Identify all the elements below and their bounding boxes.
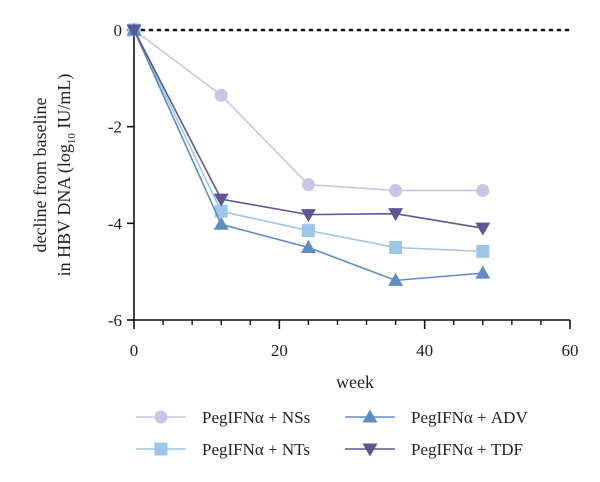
axes: 0 -2 -4 -6 0 20 40 60 (108, 21, 579, 360)
data-point (476, 244, 490, 258)
data-point (475, 222, 491, 236)
y-axis-title-subscript: 10 (66, 133, 78, 145)
data-point (388, 272, 404, 286)
data-point (300, 209, 316, 223)
data-point (389, 183, 403, 197)
data-point (475, 265, 491, 279)
legend-label: PegIFNα + NSs (202, 408, 310, 427)
y-tick-label: -2 (108, 118, 122, 137)
series-3 (126, 24, 491, 236)
x-tick-label: 0 (130, 341, 139, 360)
series-2 (126, 22, 491, 286)
legend-label: PegIFNα + TDF (411, 440, 523, 459)
legend-marker (362, 443, 378, 457)
legend-item: PegIFNα + ADV (345, 408, 528, 427)
legend-label: PegIFNα + ADV (411, 408, 528, 427)
y-axis-title-line1: decline from baseline (30, 98, 50, 253)
x-tick-label: 40 (416, 341, 433, 360)
data-point (126, 24, 142, 38)
legend-item: PegIFNα + NSs (136, 408, 310, 427)
data-point (476, 183, 490, 197)
data-point (214, 204, 228, 218)
legend-label: PegIFNα + NTs (202, 440, 310, 459)
legend-item: PegIFNα + NTs (136, 440, 310, 459)
legend-marker (154, 410, 168, 424)
y-tick-label: -4 (108, 214, 123, 233)
x-axis-title: week (336, 372, 374, 392)
data-point (301, 224, 315, 238)
data-point (388, 208, 404, 222)
x-tick-label: 20 (271, 341, 288, 360)
series-line (133, 29, 483, 192)
x-tick-label: 60 (562, 341, 579, 360)
legend-marker (362, 409, 378, 423)
data-point (300, 240, 316, 253)
data-point (389, 241, 403, 254)
legend-item: PegIFNα + TDF (345, 440, 523, 459)
legend: PegIFNα + NSs PegIFNα + NTs PegIFNα + ADV P… (136, 408, 528, 459)
y-tick-label: -6 (108, 311, 122, 330)
series-line (133, 29, 483, 229)
data-point (301, 178, 315, 192)
axis-labels: week decline from baseline in HBV DNA (l… (30, 74, 374, 392)
y-tick-label: 0 (114, 21, 123, 40)
series-1 (127, 23, 490, 258)
legend-marker (154, 442, 168, 456)
series-0 (127, 23, 490, 197)
data-point (213, 193, 229, 207)
plot-area (126, 22, 491, 286)
data-point (213, 216, 229, 230)
y-axis-title-suffix: IU/mL) (54, 74, 75, 133)
y-axis-title-line2: in HBV DNA (log10 IU/mL) (54, 74, 78, 277)
data-point (214, 88, 228, 102)
y-axis-title-prefix: in HBV DNA (log (54, 144, 75, 276)
